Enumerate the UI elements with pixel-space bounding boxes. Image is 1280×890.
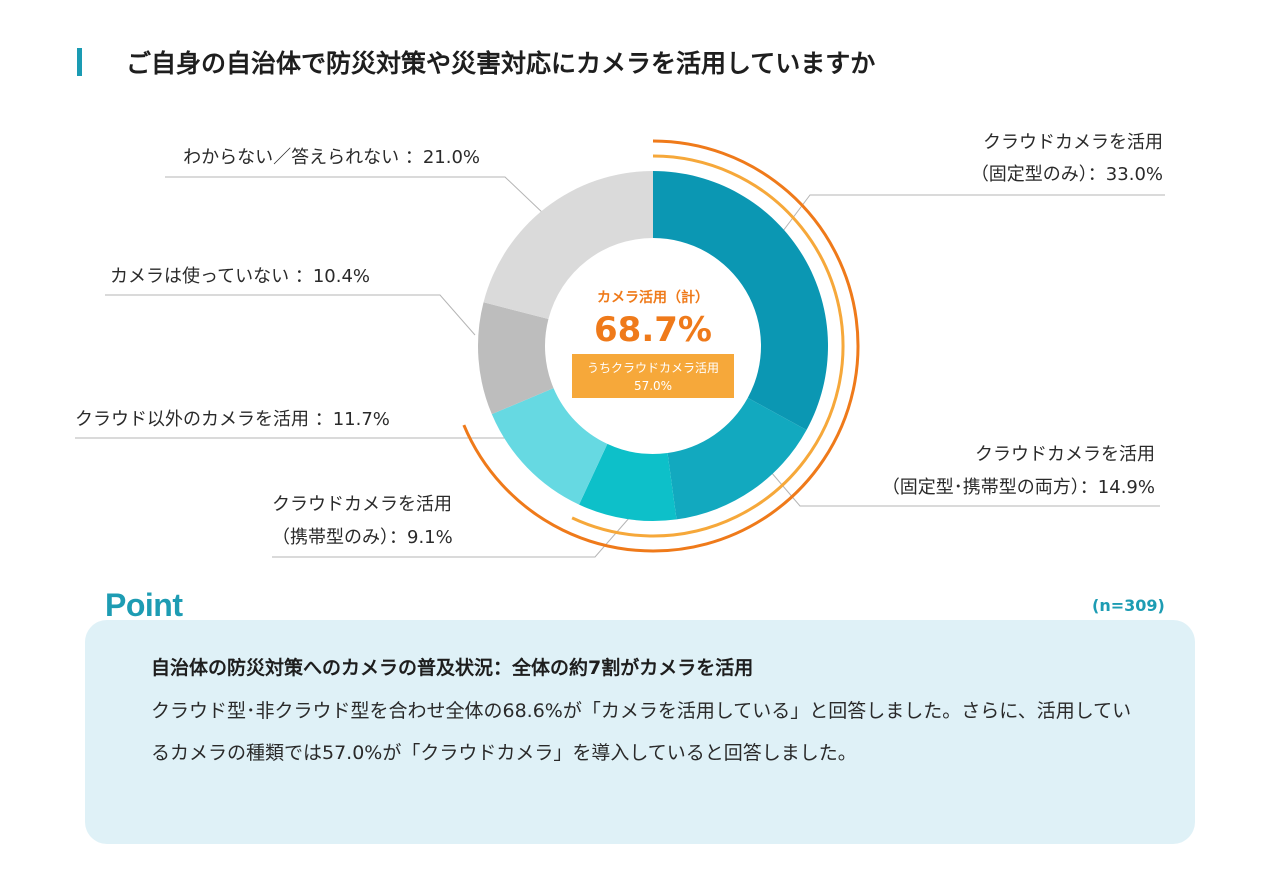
donut-slices [477, 171, 828, 521]
leader-line [165, 176, 546, 216]
leader-line [105, 294, 476, 336]
slice-label: クラウドカメラを活用 [272, 494, 452, 515]
chart-center: カメラ活用（計） 68.7% うちクラウドカメラ活用 57.0% [572, 289, 734, 398]
page-title: ご自身の自治体で防災対策や災害対応にカメラを活用していますか [126, 49, 876, 78]
total-brackets [462, 139, 860, 553]
point-body: クラウド型･非クラウド型を合わせ全体の68.6%が「カメラを活用している」と回答… [151, 700, 1132, 764]
point-title: 自治体の防災対策へのカメラの普及状況：全体の約7割がカメラを活用 [151, 657, 754, 679]
cloud-badge-value: 57.0% [634, 379, 672, 393]
center-value: 68.7% [594, 310, 712, 350]
cloud-badge-label: うちクラウドカメラ活用 [587, 361, 719, 375]
leader-line [779, 194, 1165, 236]
donut-slice [579, 443, 677, 521]
donut-chart: クラウドカメラを活用 （固定型のみ）：33.0% クラウドカメラを活用 （固定型･携帯… [75, 132, 1165, 558]
center-label: カメラ活用（計） [597, 289, 709, 306]
leader-line [764, 464, 1160, 507]
slice-labels: クラウドカメラを活用 （固定型のみ）：33.0% クラウドカメラを活用 （固定型･携帯… [75, 132, 1163, 548]
slice-label: クラウドカメラを活用 [983, 132, 1163, 153]
point-heading: Point [105, 587, 183, 623]
point-box: 自治体の防災対策へのカメラの普及状況：全体の約7割がカメラを活用 クラウド型･非… [85, 620, 1195, 844]
title-accent-bar [77, 48, 82, 76]
slice-label: （携帯型のみ）：9.1% [272, 527, 453, 548]
total-bracket-arc [571, 154, 845, 538]
total-bracket-arc [462, 139, 860, 553]
leader-line [272, 516, 631, 558]
donut-slice [667, 397, 807, 520]
donut-slice [653, 171, 828, 430]
donut-slice [483, 171, 653, 320]
donut-slice [491, 388, 608, 505]
slice-label: カメラは使っていない ：10.4% [110, 266, 370, 287]
slice-label: クラウド以外のカメラを活用 ：11.7% [75, 409, 390, 430]
slice-label: わからない／答えられない ：21.0% [183, 147, 480, 168]
cloud-badge [572, 354, 734, 398]
slice-label: （固定型のみ）：33.0% [971, 164, 1163, 185]
donut-slice [477, 302, 554, 415]
leader-lines [75, 176, 1165, 558]
slice-label: クラウドカメラを活用 [975, 444, 1155, 465]
slice-label: （固定型･携帯型の両方）：14.9% [882, 477, 1155, 498]
sample-size-label: (n=309) [1092, 596, 1165, 615]
